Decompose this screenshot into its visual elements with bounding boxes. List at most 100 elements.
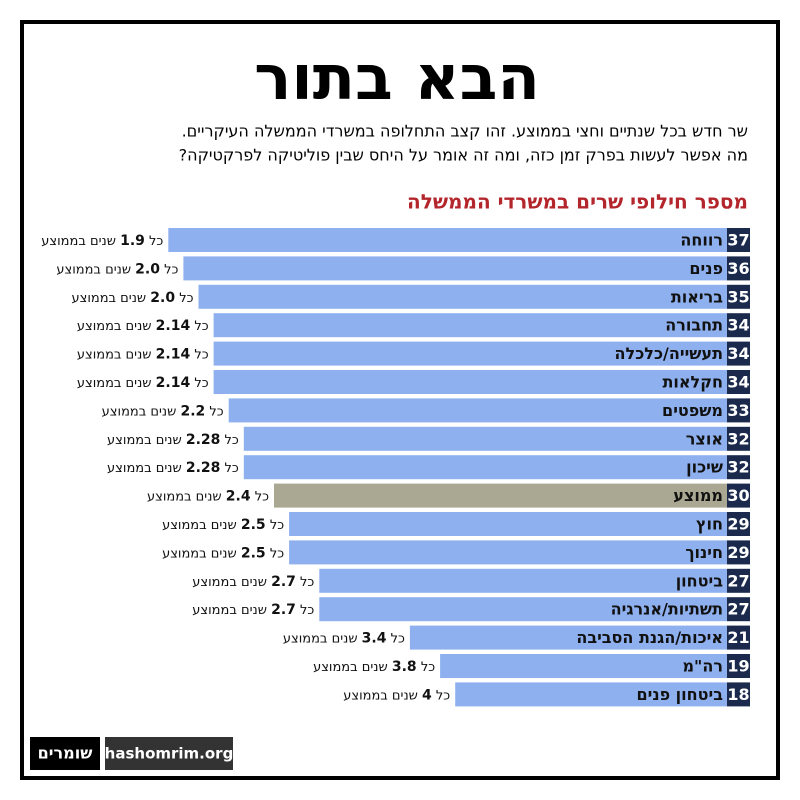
- years-annotation: כל 2.0 שנים בממוצע: [71, 290, 193, 306]
- years-prefix: כל: [179, 290, 193, 305]
- value-box: [727, 455, 750, 480]
- bar: [319, 597, 727, 622]
- value-box: [727, 313, 750, 338]
- value-box: [727, 426, 750, 451]
- years-suffix: שנים בממוצע: [102, 404, 177, 419]
- value-box: [727, 284, 750, 309]
- category-label: אוצר: [686, 429, 723, 448]
- years-suffix: שנים בממוצע: [343, 688, 418, 703]
- years-prefix: כל: [225, 461, 239, 476]
- value-label: 19: [727, 657, 749, 676]
- bar: [289, 540, 727, 565]
- years-suffix: שנים בממוצע: [77, 347, 152, 362]
- subtitle: שר חדש בכל שנתיים וחצי בממוצע. זהו קצב ה…: [182, 122, 748, 141]
- years-value: 2.7: [271, 574, 296, 590]
- logo-box: [30, 737, 100, 770]
- title: הבא בתור: [254, 41, 540, 114]
- years-value: 2.28: [186, 460, 221, 476]
- bar: [440, 654, 727, 678]
- years-prefix: כל: [225, 432, 239, 447]
- years-suffix: שנים בממוצע: [162, 546, 237, 561]
- category-label: חקלאות: [662, 373, 723, 392]
- years-value: 2.14: [156, 318, 191, 334]
- years-suffix: שנים בממוצע: [77, 376, 152, 391]
- years-annotation: כל 2.28 שנים בממוצע: [107, 432, 239, 448]
- value-label: 21: [727, 628, 749, 647]
- years-value: 2.14: [156, 347, 191, 363]
- years-prefix: כל: [164, 262, 178, 277]
- category-label: רה"מ: [682, 657, 723, 676]
- years-value: 1.9: [120, 233, 145, 249]
- years-value: 2.5: [241, 517, 266, 533]
- value-box: [727, 370, 750, 394]
- years-annotation: כל 2.14 שנים בממוצע: [77, 347, 209, 363]
- category-label: ביטחון: [676, 571, 724, 590]
- value-box: [727, 398, 750, 423]
- years-prefix: כל: [421, 660, 435, 675]
- value-label: 34: [727, 316, 749, 335]
- years-value: 3.4: [362, 631, 387, 647]
- bar: [243, 426, 728, 451]
- years-suffix: שנים בממוצע: [162, 518, 237, 533]
- value-label: 27: [727, 571, 749, 590]
- years-value: 2.28: [186, 432, 221, 448]
- value-label: 29: [727, 543, 749, 562]
- years-prefix: כל: [436, 688, 450, 703]
- years-prefix: כל: [391, 631, 405, 646]
- category-label: ממוצע: [673, 486, 723, 505]
- value-label: 27: [727, 600, 749, 619]
- years-prefix: כל: [149, 234, 163, 249]
- category-label: פנים: [689, 259, 723, 278]
- years-value: 3.8: [392, 659, 417, 675]
- bar: [455, 682, 727, 707]
- years-prefix: כל: [300, 603, 314, 618]
- years-annotation: כל 2.7 שנים בממוצע: [192, 574, 314, 590]
- category-label: ביטחון פנים: [636, 685, 723, 704]
- years-suffix: שנים בממוצע: [107, 461, 182, 476]
- value-box: [727, 682, 750, 707]
- category-label: תשתיות/אנרגיה: [611, 600, 723, 619]
- years-annotation: כל 2.14 שנים בממוצע: [77, 318, 209, 334]
- value-box: [727, 654, 750, 678]
- value-box: [727, 568, 750, 593]
- bar: [183, 256, 727, 281]
- value-label: 33: [727, 401, 749, 420]
- category-label: משפטים: [662, 401, 723, 420]
- years-suffix: שנים בממוצע: [147, 489, 222, 504]
- chart-title: מספר חילופי שרים במשרדי הממשלה: [407, 190, 748, 214]
- category-label: שיכון: [686, 458, 723, 477]
- years-prefix: כל: [209, 404, 223, 419]
- years-annotation: כל 2.2 שנים בממוצע: [102, 403, 224, 419]
- bar: [243, 455, 728, 480]
- years-value: 2.0: [135, 261, 160, 277]
- value-label: 34: [727, 344, 749, 363]
- bar: [274, 483, 727, 508]
- years-annotation: כל 3.4 שנים בממוצע: [283, 631, 405, 647]
- years-suffix: שנים בממוצע: [71, 290, 146, 305]
- site: hashomrim.org: [105, 745, 234, 763]
- value-box: [727, 228, 750, 252]
- category-label: חוץ: [696, 515, 723, 534]
- years-value: 2.4: [226, 489, 251, 505]
- years-value: 2.2: [180, 403, 205, 419]
- years-annotation: כל 1.9 שנים בממוצע: [41, 233, 163, 249]
- years-annotation: כל 2.28 שנים בממוצע: [107, 460, 239, 476]
- years-annotation: כל 2.0 שנים בממוצע: [56, 261, 178, 277]
- value-box: [727, 540, 750, 565]
- years-annotation: כל 2.5 שנים בממוצע: [162, 517, 284, 533]
- bar: [289, 512, 727, 536]
- years-annotation: כל 2.7 שנים בממוצע: [192, 602, 314, 618]
- years-value: 2.14: [156, 375, 191, 391]
- years-suffix: שנים בממוצע: [313, 660, 388, 675]
- years-value: 2.0: [150, 290, 175, 306]
- category-label: רווחה: [680, 231, 723, 250]
- years-prefix: כל: [255, 489, 269, 504]
- category-label: איכות/הגנת הסביבה: [576, 628, 723, 647]
- years-suffix: שנים בממוצע: [192, 574, 267, 589]
- years-suffix: שנים בממוצע: [107, 432, 182, 447]
- category-label: תחבורה: [665, 316, 723, 335]
- bar: [168, 228, 728, 252]
- value-label: 35: [727, 287, 749, 306]
- value-box: [727, 625, 750, 650]
- site-box: [105, 737, 233, 770]
